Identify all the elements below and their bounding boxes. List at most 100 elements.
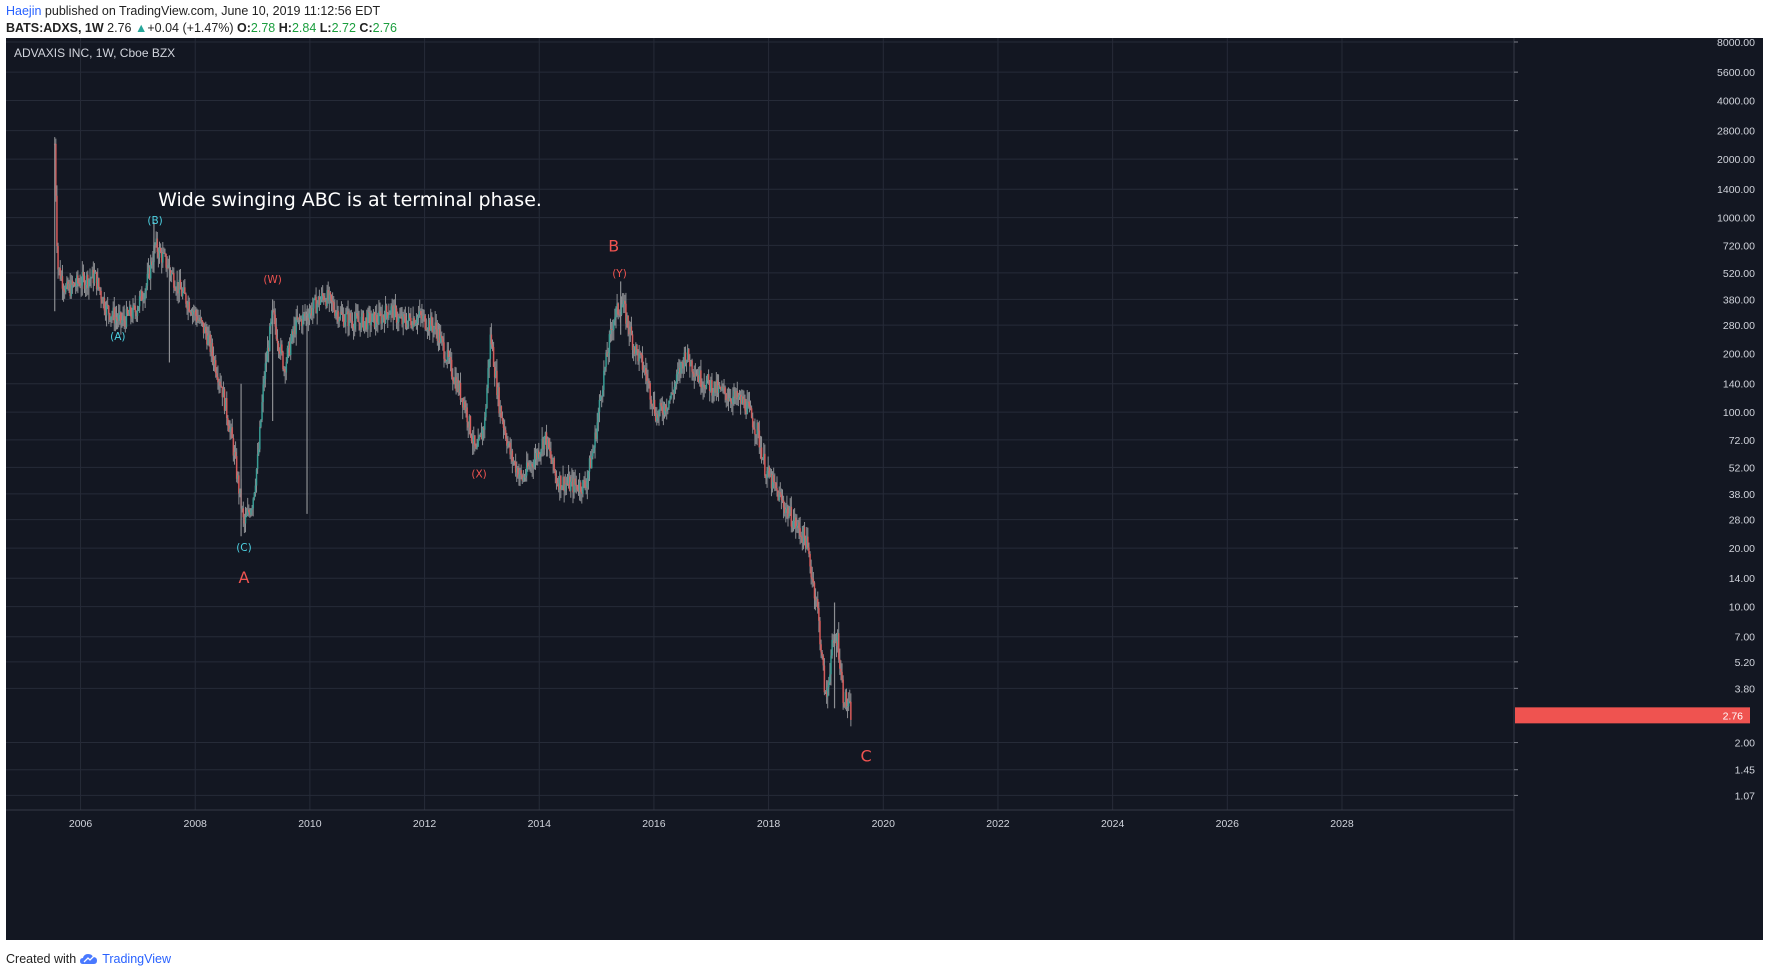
candle-body	[170, 272, 173, 276]
candle-body	[420, 311, 422, 316]
candle-body	[617, 303, 619, 315]
x-tick-label: 2014	[528, 818, 552, 830]
candle-body	[686, 349, 689, 360]
candle-body	[78, 283, 80, 285]
candle-body	[161, 252, 164, 263]
candle-body	[371, 313, 374, 322]
candle-body	[297, 317, 300, 321]
y-tick-label: 14.00	[1729, 573, 1755, 585]
candle-body	[406, 320, 409, 328]
wave-label: (Y)	[612, 268, 627, 280]
candle-body	[244, 516, 247, 524]
candle-body	[315, 296, 317, 314]
candle-body	[682, 362, 685, 369]
y-tick-label: 1000.00	[1717, 213, 1755, 225]
low-value: 2.72	[331, 21, 356, 35]
candle-body	[716, 380, 719, 393]
candle-body	[689, 360, 691, 367]
candle-body	[524, 475, 527, 478]
candle-body	[575, 484, 578, 486]
candle-body	[143, 299, 145, 301]
candle-body	[620, 307, 623, 315]
candle-body	[561, 486, 563, 490]
candle-body	[722, 386, 724, 389]
candle-body	[209, 334, 212, 352]
candle-body	[843, 702, 846, 707]
candle-body	[626, 315, 628, 324]
candle-body	[56, 195, 58, 247]
price-axis[interactable]: 8000.00 5600.00 4000.00 2800.00 2000.00 1400.…	[1514, 38, 1755, 802]
candle-body	[470, 435, 473, 442]
candle-body	[790, 506, 793, 527]
price-chart[interactable]: Wide swinging ABC is at terminal phase. (…	[6, 38, 1763, 940]
candle-body	[594, 432, 596, 448]
candle-body	[338, 318, 341, 322]
candle-body	[192, 310, 195, 312]
candle-body	[793, 517, 796, 522]
author-link[interactable]: Haejin	[6, 4, 42, 18]
candle-body	[622, 300, 625, 305]
candle-body	[251, 508, 253, 511]
candle-body	[729, 398, 732, 402]
candle-body	[657, 414, 659, 418]
candle-body	[598, 399, 601, 412]
candle-body	[89, 278, 91, 280]
candle-body	[383, 317, 386, 324]
candle-body	[507, 443, 509, 446]
x-tick-label: 2022	[986, 818, 1010, 830]
candle-body	[304, 313, 306, 316]
candle-body	[639, 352, 642, 354]
candle-body	[139, 290, 142, 297]
candle-body	[382, 315, 385, 318]
candle-body	[463, 401, 465, 408]
candle-body	[133, 305, 135, 307]
y-tick-label: 38.00	[1729, 489, 1755, 501]
candle-body	[737, 397, 740, 400]
candle-body	[550, 451, 552, 460]
candle-body	[149, 261, 152, 279]
candle-body	[386, 312, 389, 319]
candle-body	[375, 314, 378, 323]
x-tick-label: 2018	[757, 818, 781, 830]
y-tick-label: 2.00	[1735, 738, 1756, 750]
tradingview-link[interactable]: TradingView	[80, 952, 171, 966]
candle-body	[124, 320, 127, 327]
candle-body	[353, 321, 356, 330]
candle-body	[233, 451, 236, 456]
candle-body	[781, 499, 784, 501]
candle-body	[717, 385, 720, 393]
x-tick-label: 2026	[1216, 818, 1240, 830]
candle-body	[661, 406, 664, 413]
candle-body	[646, 374, 648, 382]
candle-body	[148, 267, 151, 279]
candle-body	[753, 427, 755, 430]
candle-body	[144, 290, 146, 300]
candle-body	[99, 287, 101, 291]
candle-body	[595, 432, 597, 439]
candle-body	[266, 347, 269, 362]
time-axis[interactable]: 2006 2008 2010 2012 2014 2016 2018 2020 2022 2024…	[69, 818, 1354, 830]
candle-body	[584, 480, 586, 488]
candle-body	[490, 334, 493, 345]
candle-body	[601, 389, 604, 397]
candle-body	[765, 475, 767, 479]
candle-body	[650, 399, 653, 404]
candle-body	[552, 457, 554, 464]
candle-body	[58, 268, 60, 270]
candle-body	[787, 507, 789, 518]
candle-body	[791, 526, 794, 528]
candle-body	[691, 360, 693, 372]
symbol-label: BATS:ADXS, 1W	[6, 21, 104, 35]
candle-body	[278, 350, 281, 354]
candle-body	[794, 517, 797, 528]
candle-body	[528, 466, 530, 469]
candle-body	[177, 282, 180, 294]
candle-body	[499, 406, 502, 414]
candle-body	[642, 369, 645, 371]
candle-body	[748, 401, 751, 407]
candle-body	[683, 352, 686, 369]
candle-body	[711, 380, 713, 396]
candle-body	[94, 271, 97, 274]
candle-body	[590, 456, 593, 469]
candle-body	[508, 442, 510, 444]
